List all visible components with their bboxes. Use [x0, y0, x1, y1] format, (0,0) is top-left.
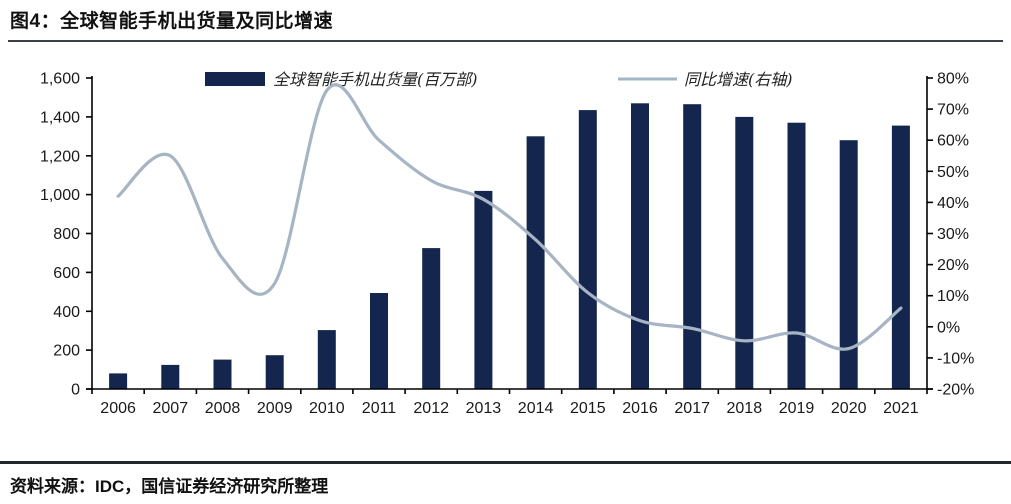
- left-axis-label: 1,600: [40, 71, 80, 88]
- x-axis-label: 2010: [309, 400, 345, 417]
- right-axis-label: 10%: [937, 288, 969, 305]
- combo-chart: 0 200 400 600 800 1,000 1,200 1,400 1,600 -20% -10…: [40, 70, 974, 418]
- source-divider: [0, 461, 1011, 464]
- bar-2006: [109, 373, 128, 389]
- source-note: 资料来源：IDC，国信证券经济研究所整理: [10, 477, 329, 496]
- right-axis-label: 0%: [937, 319, 960, 336]
- x-axis-label: 2016: [622, 400, 658, 417]
- x-axis-label: 2006: [100, 400, 136, 417]
- right-axis-label: 60%: [937, 133, 969, 150]
- right-axis-label: 50%: [937, 164, 969, 181]
- x-axis-label: 2017: [674, 400, 710, 417]
- right-axis-label: 80%: [937, 71, 969, 88]
- right-axis-label: -10%: [937, 350, 974, 367]
- right-axis-label: 20%: [937, 257, 969, 274]
- x-axis-label: 2013: [466, 400, 502, 417]
- axis-labels-group: 0 200 400 600 800 1,000 1,200 1,400 1,600 -20% -10…: [40, 71, 974, 418]
- right-axis-label: 70%: [937, 102, 969, 119]
- left-axis-label: 1,000: [40, 187, 80, 204]
- bar-2015: [578, 110, 597, 389]
- bar-2009: [265, 355, 284, 389]
- x-axis-label: 2015: [570, 400, 606, 417]
- x-axis-label: 2011: [362, 400, 397, 417]
- left-axis-label: 1,200: [40, 148, 80, 165]
- bar-2007: [161, 364, 180, 389]
- bar-2013: [474, 190, 493, 389]
- x-axis-label: 2007: [153, 400, 189, 417]
- bar-2021: [891, 125, 910, 389]
- bar-2014: [526, 136, 545, 389]
- right-axis-label: -20%: [937, 382, 974, 399]
- legend-bar-label: 全球智能手机出货量(百万部): [273, 70, 478, 89]
- title-divider: [8, 40, 1003, 42]
- x-axis-label: 2019: [779, 400, 815, 417]
- left-axis-label: 1,400: [40, 109, 80, 126]
- bar-2016: [631, 103, 649, 390]
- bar-2020: [839, 140, 858, 389]
- bar-2011: [370, 293, 388, 389]
- legend: 全球智能手机出货量(百万部) 同比增速(右轴): [205, 70, 793, 89]
- growth-line: [116, 83, 903, 351]
- bar-2019: [787, 122, 806, 389]
- bar-2010: [317, 330, 336, 389]
- x-axis-label: 2020: [831, 400, 867, 417]
- x-axis-label: 2008: [205, 400, 241, 417]
- right-axis-label: 30%: [937, 226, 969, 243]
- x-axis-label: 2009: [257, 400, 293, 417]
- left-axis-label: 800: [53, 226, 80, 243]
- left-axis-label: 400: [53, 304, 80, 321]
- bar-2008: [213, 359, 232, 389]
- x-axis-label: 2014: [518, 400, 554, 417]
- bars-group: [109, 103, 910, 390]
- x-axis-label: 2012: [413, 400, 449, 417]
- bar-2012: [422, 248, 441, 389]
- bar-2017: [683, 104, 702, 389]
- left-axis-label: 600: [53, 265, 80, 282]
- axes-group: [86, 76, 933, 394]
- chart: 0 200 400 600 800 1,000 1,200 1,400 1,600 -20% -10…: [0, 60, 1011, 430]
- x-axis-label: 2021: [883, 400, 919, 417]
- left-axis-label: 0: [71, 382, 80, 399]
- figure-title: 图4：全球智能手机出货量及同比增速: [10, 11, 334, 32]
- x-axis-label: 2018: [727, 400, 763, 417]
- right-axis-label: 40%: [937, 195, 969, 212]
- bar-2018: [735, 116, 754, 390]
- left-axis-label: 200: [53, 343, 80, 360]
- legend-bar-swatch: [205, 72, 265, 86]
- legend-line-label: 同比增速(右轴): [684, 70, 793, 89]
